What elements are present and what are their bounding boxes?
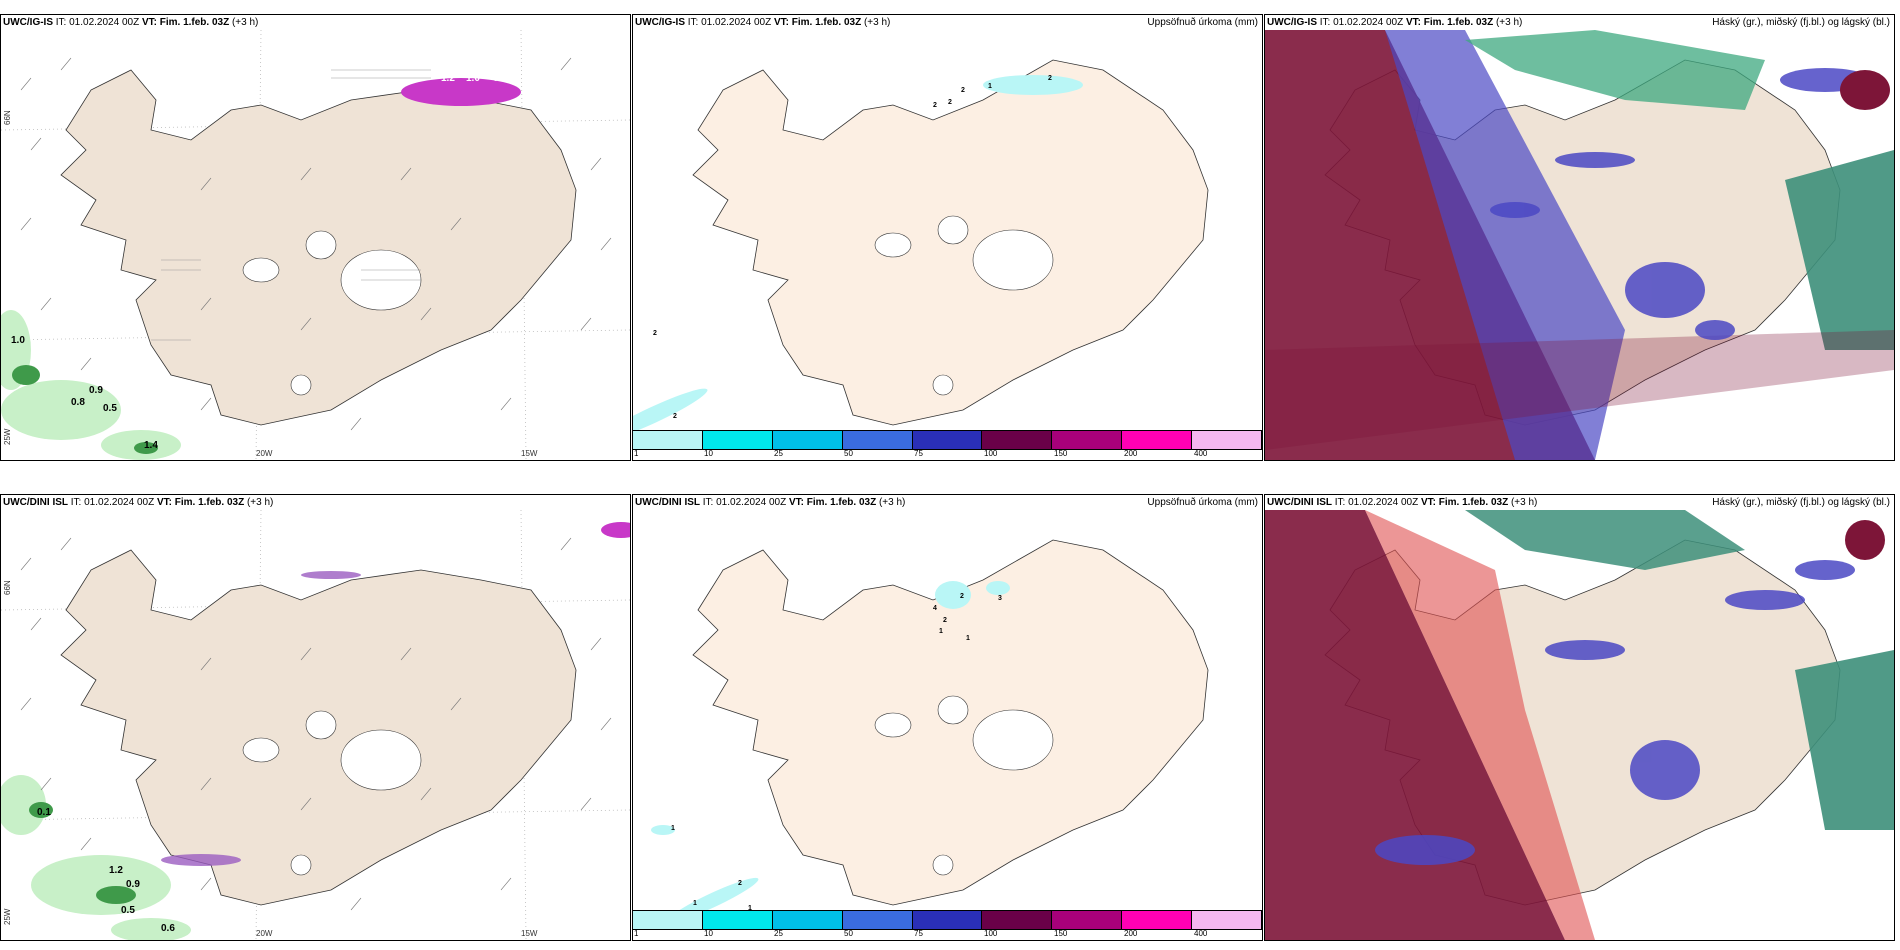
panel-bottom-right-clouds: UWC/DINI ISL IT: 01.02.2024 00Z VT: Fim.… — [1264, 494, 1895, 941]
lat-label: 25W — [3, 428, 12, 445]
colorbar-label: 50 — [844, 929, 853, 938]
precip-value: 1 — [939, 628, 943, 635]
panel-top-middle-precip: UWC/IG-IS IT: 01.02.2024 00Z VT: Fim. 1.… — [632, 14, 1263, 461]
lat-label: 66N — [3, 110, 12, 125]
panel-top-right-clouds: UWC/IG-IS IT: 01.02.2024 00Z VT: Fim. 1.… — [1264, 14, 1895, 461]
precip-map — [651, 539, 1209, 923]
precip-value: 2 — [653, 330, 657, 337]
wind-value: 1.0 — [11, 335, 25, 346]
colorbar-label: 25 — [774, 449, 783, 458]
panel-bottom-left-wind: UWC/DINI ISL IT: 01.02.2024 00Z VT: Fim.… — [0, 494, 631, 941]
cloud-map — [1265, 30, 1894, 460]
precip-value: 2 — [943, 617, 947, 624]
colorbar-cell — [772, 431, 843, 449]
colorbar-label: 100 — [984, 929, 998, 938]
colorbar-label: 25 — [774, 929, 783, 938]
wind-map — [1, 510, 630, 940]
wind-value: 0.4 — [493, 73, 507, 84]
wind-map — [1, 30, 630, 460]
colorbar-cell — [772, 911, 843, 929]
colorbar-cell — [633, 911, 703, 929]
wind-value: 0.5 — [121, 905, 135, 916]
colorbar-label: 1 — [634, 449, 639, 458]
panel-header: UWC/IG-IS IT: 01.02.2024 00Z VT: Fim. 1.… — [1267, 17, 1523, 28]
colorbar-cell — [1122, 431, 1193, 449]
colorbar-label: 200 — [1124, 449, 1138, 458]
colorbar-cell — [842, 911, 913, 929]
lon-label: 15W — [521, 929, 538, 938]
colorbar-cell — [633, 431, 703, 449]
precip-value: 2 — [933, 102, 937, 109]
colorbar-label: 200 — [1124, 929, 1138, 938]
precip-value: 4 — [933, 605, 937, 612]
wind-value: 0.8 — [71, 397, 85, 408]
precip-value: 1 — [988, 83, 992, 90]
colorbar-label: 400 — [1194, 449, 1208, 458]
panel-header: UWC/DINI ISL IT: 01.02.2024 00Z VT: Fim.… — [3, 497, 274, 508]
precip-value: 1 — [748, 905, 752, 912]
precip-value: 1 — [693, 900, 697, 907]
wind-value: 0.9 — [126, 879, 140, 890]
precip-value: 2 — [1048, 75, 1052, 82]
precip-value: 1 — [966, 635, 970, 642]
colorbar-cell — [982, 911, 1053, 929]
panel-header: UWC/DINI ISL IT: 01.02.2024 00Z VT: Fim.… — [635, 497, 906, 508]
colorbar-cell — [1192, 431, 1262, 449]
colorbar-cell — [912, 431, 983, 449]
colorbar-label: 10 — [704, 449, 713, 458]
precip-value: 2 — [960, 593, 964, 600]
panel-header: UWC/IG-IS IT: 01.02.2024 00Z VT: Fim. 1.… — [3, 17, 259, 28]
wind-value: 0.9 — [89, 385, 103, 396]
lat-label: 25W — [3, 908, 12, 925]
colorbar-label: 100 — [984, 449, 998, 458]
lat-label: 66N — [3, 580, 12, 595]
precip-value: 2 — [673, 413, 677, 420]
colorbar-cell — [702, 431, 773, 449]
colorbar-label: 75 — [914, 929, 923, 938]
precip-colorbar: 1 10 25 50 75 100 150 200 400 — [633, 910, 1262, 940]
panel-bottom-middle-precip: UWC/DINI ISL IT: 01.02.2024 00Z VT: Fim.… — [632, 494, 1263, 941]
colorbar-cell — [702, 911, 773, 929]
lon-label: 20W — [256, 449, 273, 458]
panel-header: UWC/DINI ISL IT: 01.02.2024 00Z VT: Fim.… — [1267, 497, 1538, 508]
wind-value: 1.2 — [109, 865, 123, 876]
panel-title: Háský (gr.), miðský (fj.bl.) og lágský (… — [1712, 497, 1890, 508]
wind-value: 1.4 — [144, 440, 158, 451]
colorbar-cell — [912, 911, 983, 929]
colorbar-cell — [1052, 911, 1123, 929]
panel-header: UWC/IG-IS IT: 01.02.2024 00Z VT: Fim. 1.… — [635, 17, 891, 28]
colorbar-label: 10 — [704, 929, 713, 938]
precip-map — [633, 59, 1209, 442]
wind-value: 0.1 — [37, 807, 51, 818]
colorbar-label: 50 — [844, 449, 853, 458]
colorbar-cell — [842, 431, 913, 449]
colorbar-label: 75 — [914, 449, 923, 458]
precip-value: 2 — [961, 87, 965, 94]
colorbar-cell — [1192, 911, 1262, 929]
colorbar-label: 150 — [1054, 449, 1068, 458]
colorbar-cell — [982, 431, 1053, 449]
cloud-map — [1265, 510, 1894, 940]
panel-title: Uppsöfnuð úrkoma (mm) — [1147, 17, 1258, 28]
wind-value: 0.6 — [161, 923, 175, 934]
colorbar-cell — [1052, 431, 1123, 449]
panel-title: Uppsöfnuð úrkoma (mm) — [1147, 497, 1258, 508]
wind-value: 1.2 — [441, 73, 455, 84]
precip-colorbar: 1 10 25 50 75 100 150 200 400 — [633, 430, 1262, 460]
lon-label: 15W — [521, 449, 538, 458]
colorbar-label: 150 — [1054, 929, 1068, 938]
colorbar-label: 400 — [1194, 929, 1208, 938]
wind-value: 1.0 — [466, 73, 480, 84]
precip-value: 2 — [948, 99, 952, 106]
lon-label: 20W — [256, 929, 273, 938]
precip-value: 3 — [998, 595, 1002, 602]
panel-title: Háský (gr.), miðský (fj.bl.) og lágský (… — [1712, 17, 1890, 28]
precip-value: 1 — [671, 825, 675, 832]
precip-value: 2 — [738, 880, 742, 887]
colorbar-label: 1 — [634, 929, 639, 938]
colorbar-cell — [1122, 911, 1193, 929]
panel-top-left-wind: UWC/IG-IS IT: 01.02.2024 00Z VT: Fim. 1.… — [0, 14, 631, 461]
wind-value: 0.5 — [103, 403, 117, 414]
